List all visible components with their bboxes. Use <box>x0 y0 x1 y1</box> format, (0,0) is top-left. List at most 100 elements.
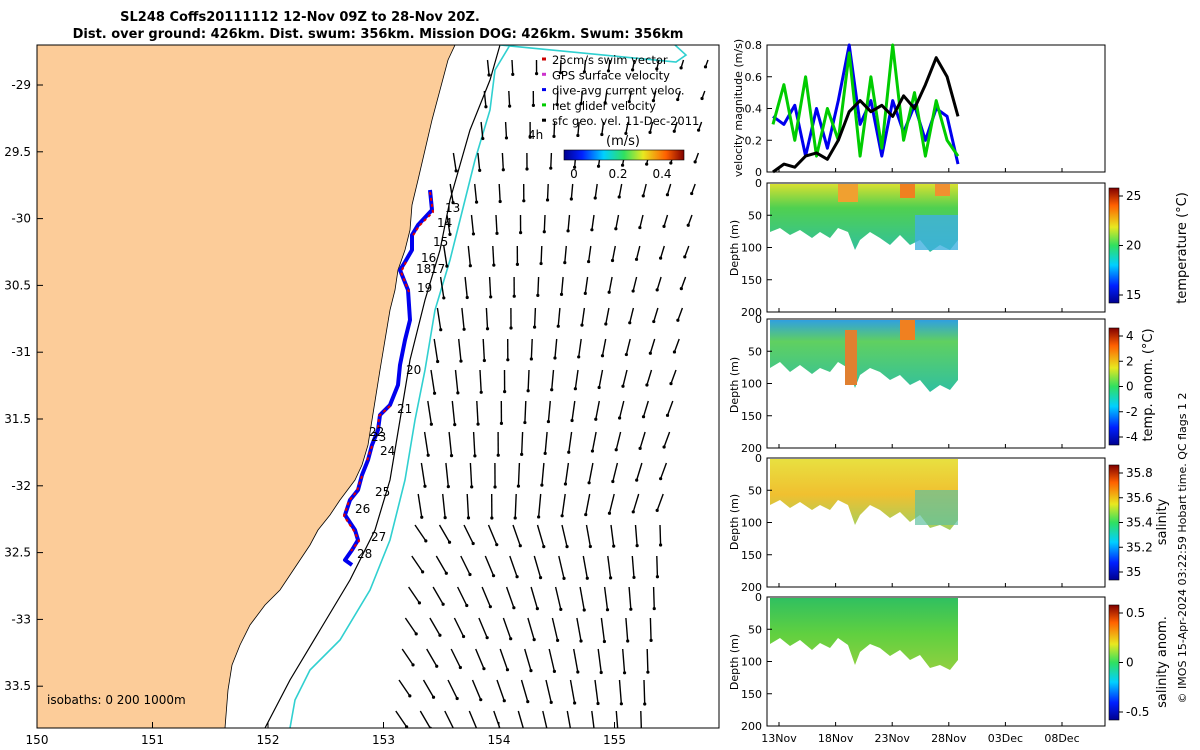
cbar-tick-label: 35.8 <box>1126 466 1153 480</box>
velocity-arrow <box>663 214 669 227</box>
velocity-arrow <box>569 679 576 704</box>
velocity-arrow <box>632 276 638 292</box>
velocity-arrow-head <box>567 450 571 454</box>
velocity-arrow <box>622 648 626 673</box>
velocity-arrow-head <box>496 453 500 457</box>
time-tick-label: 08Dec <box>1044 732 1079 745</box>
map-y-tick-label: -31 <box>11 345 31 359</box>
velocity-arrow <box>446 214 451 235</box>
cbar-tick-label: 15 <box>1126 288 1141 302</box>
velocity-arrow <box>414 524 427 542</box>
velocity-arrow <box>469 462 473 487</box>
velocity-arrow-head <box>655 508 659 512</box>
cbar-tick-label: 25 <box>1126 189 1141 203</box>
velocity-arrow <box>474 183 478 203</box>
cbar-tick-label: 35.2 <box>1126 540 1153 554</box>
landmass <box>37 45 456 728</box>
cbar-tick-label: 2 <box>1126 354 1134 368</box>
velocity-arrow-head <box>641 415 646 419</box>
velocity-arrow <box>673 121 678 132</box>
velocity-arrow-head <box>489 295 493 299</box>
velocity-arrow <box>444 710 454 728</box>
velocity-arrow <box>639 214 644 228</box>
velocity-arrow <box>482 338 486 361</box>
velocity-arrow <box>640 710 643 728</box>
cbar-tick-label: 35.4 <box>1126 516 1153 530</box>
depth-tick-label: 100 <box>741 378 762 391</box>
velocity-arrow <box>577 338 582 358</box>
sal-anom-panel: salinity anom. 0 50 100 150 200 0.5 0 -0.5 Dep… <box>728 591 1170 733</box>
track-day-label: 21 <box>397 402 412 416</box>
velocity-arrow-head <box>431 695 436 699</box>
track-day-label: 22 <box>369 425 384 439</box>
velocity-arrow-head <box>458 665 462 670</box>
velocity-arrow <box>467 245 472 266</box>
velocity-arrow <box>564 462 570 485</box>
legend-entry: dive-avg current veloc. <box>552 84 685 98</box>
depth-tick-label: 50 <box>748 484 762 497</box>
velocity-arrow-head <box>542 230 546 234</box>
velocity-arrow <box>456 586 468 606</box>
track-day-label: 19 <box>417 281 432 295</box>
velocity-arrow-head <box>491 574 496 578</box>
depth-tick-label: 100 <box>741 656 762 669</box>
velocity-arrow <box>622 369 628 387</box>
velocity-arrow <box>542 710 548 728</box>
temperature-warm-patch <box>838 184 858 202</box>
velocity-arrow <box>445 462 450 487</box>
velocity-arrow <box>576 617 582 642</box>
map-y-tick-label: -33 <box>11 612 31 626</box>
velocity-arrow <box>461 307 465 330</box>
velocity-arrow-head <box>651 99 656 103</box>
map-x-tick-label: 152 <box>257 733 280 747</box>
map-x-tick-label: 151 <box>141 733 164 747</box>
velocity-arrow <box>511 59 514 75</box>
velocity-arrow <box>570 183 574 200</box>
velocity-arrow <box>524 400 527 423</box>
depth-tick-label: 150 <box>741 688 762 701</box>
velocity-arrow <box>635 245 641 260</box>
velocity-arrow-head <box>552 669 557 673</box>
velocity-arrow <box>598 369 604 388</box>
sal-anom-depth-label: Depth (m) <box>728 634 741 690</box>
velocity-arrow <box>663 431 671 448</box>
velocity-arrow <box>487 524 498 545</box>
velocity-arrow <box>435 555 447 574</box>
cbar-tick-label: 4 <box>1126 329 1134 343</box>
velocity-arrow <box>631 555 635 578</box>
velocity-arrow-head <box>607 511 612 515</box>
velocity-arrow <box>625 617 629 642</box>
velocity-arrow-head <box>509 637 513 641</box>
velocity-arrow-head <box>579 639 583 643</box>
temperature-depth-label: Depth (m) <box>728 220 741 276</box>
velocity-arrow-head <box>553 356 557 360</box>
velocity-arrow <box>430 369 436 394</box>
velocity-arrow-head <box>562 576 566 580</box>
velocity-arrow-head <box>405 725 409 728</box>
temp-anom-depth-label: Depth (m) <box>728 357 741 413</box>
velocity-arrow <box>443 245 448 267</box>
velocity-arrow-head <box>565 545 569 549</box>
velocity-arrow-head <box>432 391 437 395</box>
velocity-arrow-head <box>606 69 611 73</box>
map-y-tick-label: 33.5 <box>4 679 31 693</box>
velocity-arrow <box>560 276 564 295</box>
velocity-arrow-head <box>580 323 584 327</box>
map-y-tick-label: -29 <box>11 78 31 92</box>
surface-velocity-vectors <box>395 59 709 736</box>
velocity-arrow <box>561 524 568 547</box>
velocity-arrow <box>605 307 610 325</box>
velocity-arrow <box>642 183 647 197</box>
velocity-arrow-head <box>593 733 596 736</box>
legend-entry: GPS surface velocity <box>552 68 670 82</box>
velocity-arrow-head <box>461 634 466 639</box>
velocity-arrow <box>545 679 552 703</box>
velocity-arrow-head <box>638 446 642 451</box>
velocity-arrow <box>484 555 495 576</box>
velocity-arrow-head <box>503 389 507 394</box>
velocity-arrow <box>649 121 654 133</box>
velocity-arrow <box>649 617 652 641</box>
velocity-arrow <box>653 307 659 322</box>
velocity-arrow-head <box>703 65 708 69</box>
velocity-arrow <box>442 493 446 518</box>
